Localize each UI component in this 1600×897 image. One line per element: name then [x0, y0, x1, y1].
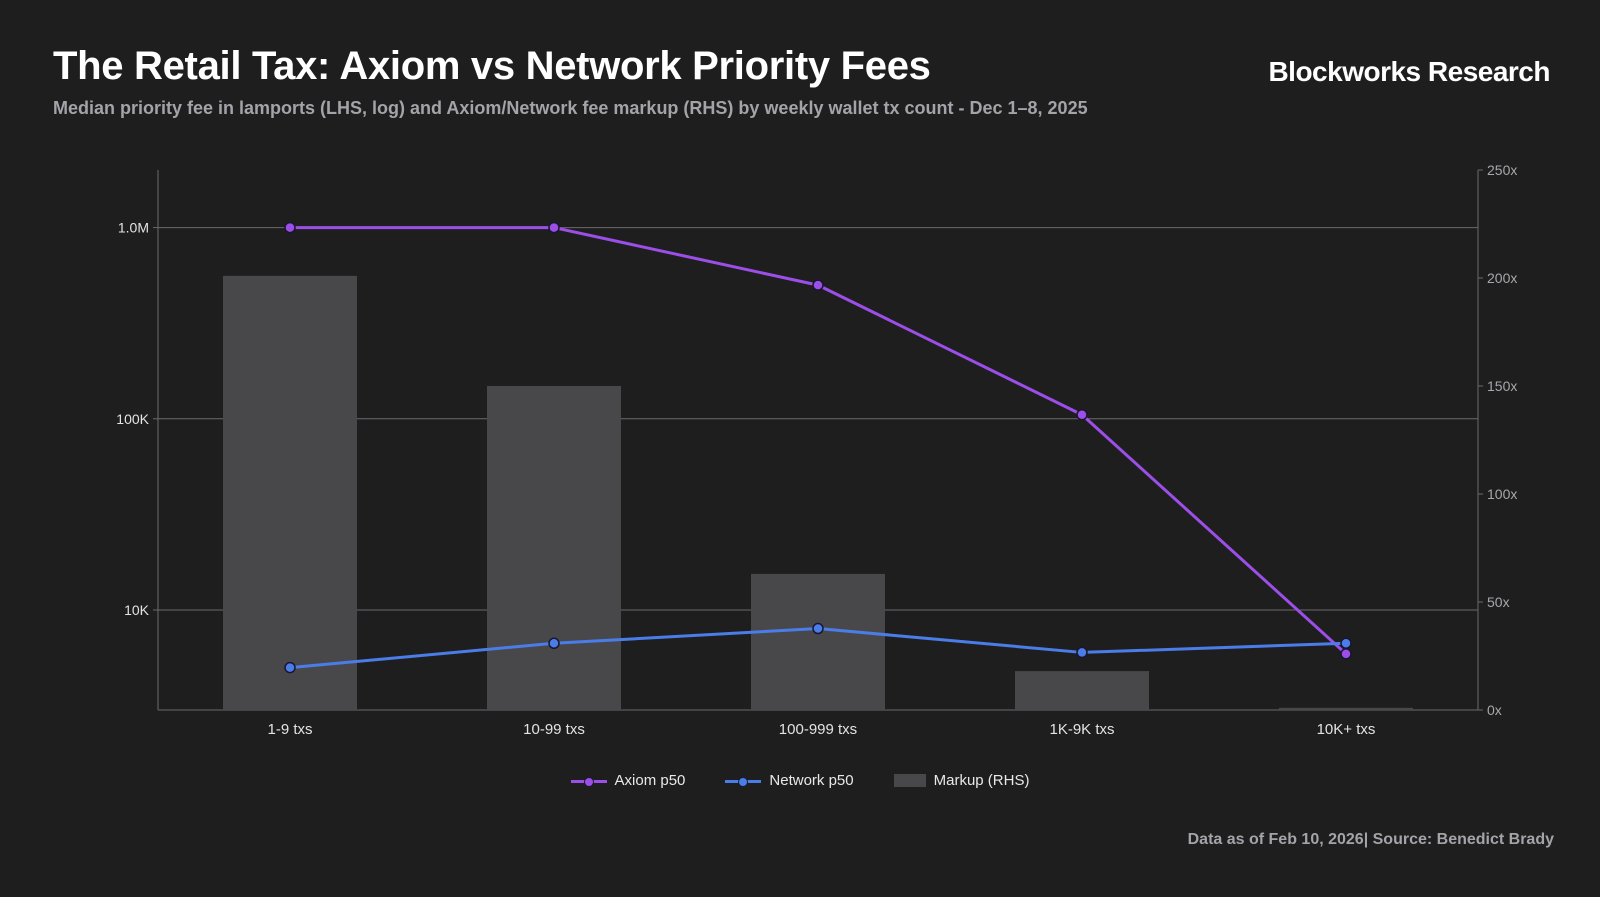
- network-point-0: [284, 661, 296, 674]
- legend-item-markup: Markup (RHS): [893, 772, 1030, 789]
- chart-legend: Axiom p50 Network p50 Markup (RHS): [0, 772, 1600, 789]
- chart-title: The Retail Tax: Axiom vs Network Priorit…: [53, 44, 931, 88]
- right-tick-label-5: 250x: [1487, 162, 1517, 178]
- axiom-point-0: [284, 221, 296, 234]
- markup-bar-3: [1015, 671, 1149, 710]
- source-note: Data as of Feb 10, 2026| Source: Benedic…: [1187, 831, 1554, 848]
- x-tick-label-2: 100-999 txs: [779, 721, 857, 738]
- markup-bar-2: [751, 573, 885, 710]
- left-tick-label-1: 100K: [116, 411, 149, 427]
- legend-axiom-label: Axiom p50: [614, 772, 686, 789]
- legend-network-label: Network p50: [769, 772, 854, 789]
- legend-markup-label: Markup (RHS): [933, 772, 1030, 789]
- markup-bar-0: [223, 275, 357, 710]
- brand-logo-text: Blockworks Research: [1268, 56, 1550, 87]
- x-tick-label-4: 10K+ txs: [1317, 721, 1376, 738]
- right-tick-label-0: 0x: [1487, 702, 1502, 718]
- markup-bar-1: [487, 386, 621, 710]
- legend-axiom-marker: [570, 775, 607, 787]
- network-point-1: [548, 637, 560, 650]
- legend-item-axiom: Axiom p50: [570, 772, 686, 789]
- network-point-2: [812, 622, 824, 635]
- right-tick-label-2: 100x: [1487, 486, 1517, 502]
- axiom-point-1: [548, 221, 560, 234]
- axiom-point-4: [1340, 648, 1352, 660]
- network-point-4: [1340, 637, 1352, 650]
- legend-item-network: Network p50: [725, 772, 854, 789]
- axiom-point-2: [812, 279, 824, 291]
- legend-network-marker: [725, 775, 762, 787]
- x-tick-label-0: 1-9 txs: [267, 721, 312, 738]
- x-tick-label-3: 1K-9K txs: [1049, 721, 1114, 738]
- right-tick-label-4: 200x: [1487, 270, 1517, 286]
- x-tick-label-1: 10-99 txs: [523, 721, 585, 738]
- left-tick-label-0: 1.0M: [118, 220, 149, 236]
- legend-markup-swatch: [893, 774, 926, 787]
- chart-subtitle: Median priority fee in lamports (LHS, lo…: [53, 98, 1088, 118]
- right-tick-label-3: 150x: [1487, 378, 1517, 394]
- axiom-point-3: [1076, 408, 1088, 421]
- network-point-3: [1076, 646, 1088, 659]
- right-tick-label-1: 50x: [1487, 594, 1510, 610]
- left-tick-label-2: 10K: [124, 602, 150, 618]
- markup-bar-4: [1279, 707, 1413, 710]
